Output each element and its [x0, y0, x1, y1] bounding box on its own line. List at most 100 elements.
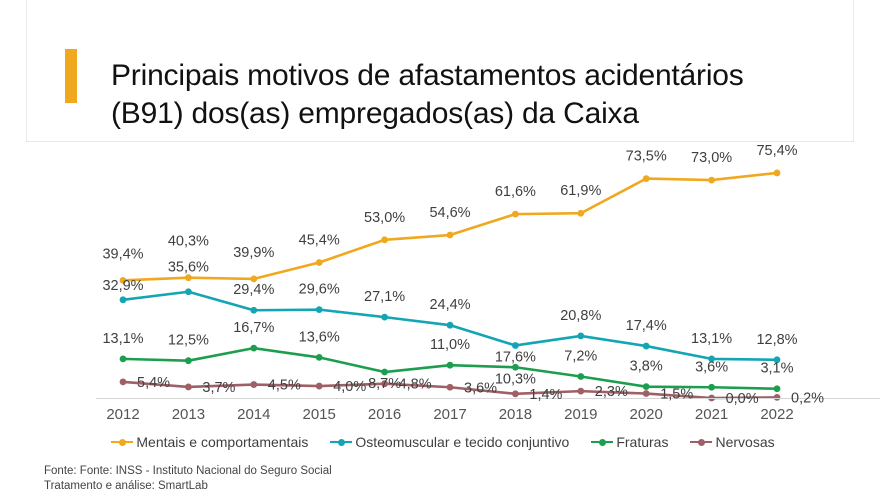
- data-point-label: 13,1%: [102, 331, 143, 347]
- series-point-marker: [773, 356, 781, 364]
- legend-item[interactable]: Osteomuscular e tecido conjuntivo: [330, 434, 569, 450]
- page-title: Principais motivos de afastamentos acide…: [111, 57, 851, 133]
- series-point-marker: [577, 373, 585, 380]
- x-axis-tick-label: 2016: [368, 406, 401, 423]
- source-footnote: Fonte: Fonte: INSS - Instituto Nacional …: [44, 464, 332, 494]
- data-point-label: 13,6%: [299, 329, 340, 345]
- data-point-label: 4,5%: [268, 378, 301, 394]
- data-value-labels: 39,4% 40,3% 39,9% 45,4% 53,0% 54,6% 61,6% 61,9%…: [102, 143, 824, 407]
- series-point-marker: [773, 169, 781, 177]
- data-point-label: 13,1%: [691, 331, 732, 347]
- data-point-label: 75,4%: [756, 143, 797, 159]
- x-axis-tick-label: 2017: [433, 406, 466, 423]
- chart-plot-area: 2012 2013 2014 2015 2016 2017 2018 2019 2020 2021…: [0, 143, 886, 433]
- series-point-marker: [512, 363, 519, 371]
- series-point-marker: [381, 313, 388, 321]
- data-point-label: 3,6%: [464, 380, 497, 396]
- chart-series: [119, 169, 781, 284]
- series-point-marker: [381, 236, 388, 244]
- series-point-marker: [119, 355, 127, 363]
- series-point-marker: [446, 321, 454, 329]
- series-point-marker: [512, 210, 519, 218]
- series-point-marker: [119, 378, 127, 386]
- data-point-label: 27,1%: [364, 289, 405, 305]
- x-axis-tick-label: 2022: [760, 406, 793, 423]
- data-point-label: 4,8%: [399, 377, 432, 393]
- series-point-marker: [119, 276, 127, 284]
- data-point-label: 24,4%: [429, 297, 470, 313]
- x-axis-tick-label: 2021: [695, 406, 728, 423]
- data-point-label: 32,9%: [102, 278, 143, 294]
- chart-series: [119, 288, 781, 364]
- series-point-marker: [185, 274, 192, 282]
- series-point-marker: [708, 176, 715, 184]
- data-point-label: 45,4%: [299, 232, 340, 248]
- series-point-marker: [512, 390, 519, 398]
- data-point-label: 29,4%: [233, 282, 274, 298]
- data-point-label: 12,5%: [168, 333, 209, 349]
- data-point-label: 10,3%: [495, 371, 536, 387]
- series-point-marker: [185, 383, 192, 391]
- series-point-marker: [577, 332, 585, 340]
- series-point-marker: [315, 354, 323, 361]
- data-point-label: 29,6%: [299, 282, 340, 298]
- data-point-label: 20,8%: [560, 308, 601, 324]
- data-point-label: 11,0%: [430, 337, 470, 353]
- series-point-marker: [250, 306, 258, 314]
- data-point-label: 40,3%: [168, 234, 209, 250]
- chart-series: [119, 344, 781, 393]
- page-title-line-1: Principais motivos de afastamentos acide…: [111, 59, 744, 93]
- legend-item[interactable]: Mentais e comportamentais: [111, 434, 308, 450]
- data-point-label: 0,2%: [791, 390, 824, 406]
- series-line: [121, 171, 779, 282]
- legend-item-label: Nervosas: [715, 434, 775, 450]
- data-point-label: 16,7%: [233, 320, 274, 336]
- page-title-line-2: (B91) dos(as) empregados(as) da Caixa: [111, 97, 639, 131]
- source-line-1: Fonte: Fonte: INSS - Instituto Nacional …: [44, 465, 332, 477]
- data-point-label: 73,0%: [691, 150, 732, 166]
- data-point-label: 4,0%: [333, 379, 366, 395]
- series-point-marker: [446, 361, 454, 369]
- data-point-label: 8,7%: [368, 376, 401, 392]
- data-point-label: 1,5%: [660, 387, 693, 403]
- series-point-marker: [250, 381, 258, 388]
- title-card: Principais motivos de afastamentos acide…: [26, 0, 854, 142]
- series-point-marker: [381, 380, 388, 388]
- x-axis-tick-label: 2013: [172, 406, 205, 423]
- data-point-label: 12,8%: [756, 332, 797, 348]
- x-axis-tick-label: 2015: [303, 406, 336, 423]
- series-point-marker: [708, 355, 715, 363]
- series-point-marker: [642, 342, 650, 350]
- data-point-label: 61,9%: [560, 183, 601, 199]
- series-point-marker: [250, 344, 258, 352]
- series-point-marker: [446, 383, 454, 391]
- data-point-label: 0,0%: [726, 391, 759, 407]
- data-point-label: 39,4%: [102, 246, 143, 262]
- legend-item[interactable]: Nervosas: [690, 434, 775, 450]
- series-point-marker: [119, 296, 127, 304]
- series-point-marker: [381, 368, 388, 376]
- x-axis-tick-label: 2012: [106, 406, 139, 423]
- legend-swatch-icon: [111, 437, 134, 447]
- x-axis-tick-label: 2014: [237, 406, 270, 423]
- data-point-label: 3,6%: [695, 359, 728, 375]
- series-point-marker: [642, 390, 650, 397]
- source-line-2: Tratamento e análise: SmartLab: [44, 480, 208, 492]
- legend-swatch-icon: [330, 437, 353, 447]
- series-point-marker: [577, 209, 585, 217]
- x-axis-tick-labels: 2012 2013 2014 2015 2016 2017 2018 2019 2020 2021…: [106, 406, 793, 423]
- legend-swatch-icon: [690, 437, 713, 447]
- data-point-label: 73,5%: [626, 149, 667, 165]
- data-point-label: 17,6%: [495, 349, 536, 365]
- line-chart: 2012 2013 2014 2015 2016 2017 2018 2019 2020 2021…: [96, 143, 880, 423]
- data-point-label: 7,2%: [564, 349, 597, 365]
- chart-legend: Mentais e comportamentais Osteomuscular e…: [0, 430, 886, 454]
- series-point-marker: [577, 387, 585, 395]
- series-point-marker: [773, 385, 781, 393]
- legend-item[interactable]: Fraturas: [591, 434, 668, 450]
- series-point-marker: [185, 357, 192, 365]
- data-point-label: 2,3%: [595, 384, 628, 400]
- series-point-marker: [185, 288, 192, 296]
- series-layer: [119, 169, 781, 402]
- series-point-marker: [315, 306, 323, 314]
